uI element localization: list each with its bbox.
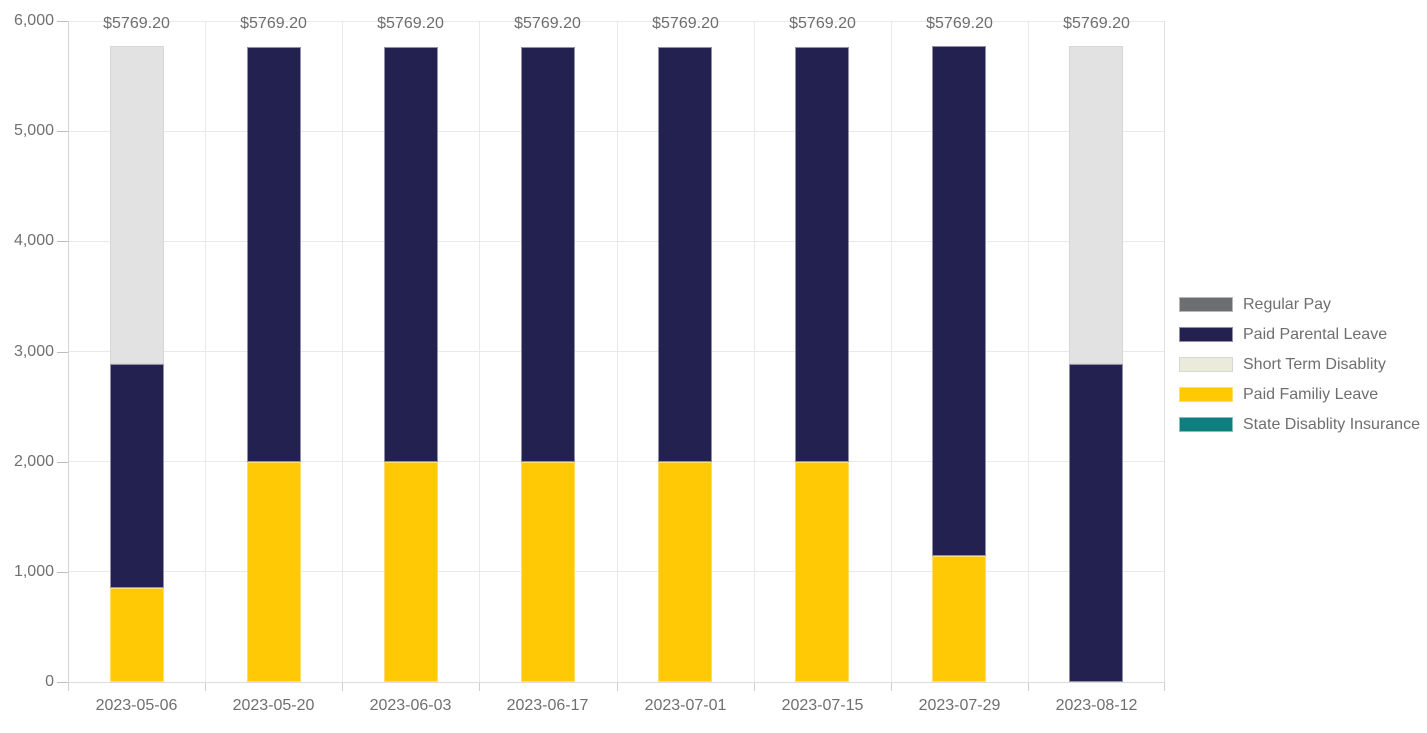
bar-total-label: $5769.20 bbox=[240, 15, 307, 32]
bar-segment-paid-parental-leave[interactable] bbox=[384, 47, 438, 462]
x-axis-category-label: 2023-06-17 bbox=[506, 697, 589, 714]
stacked-bar-2023-06-17[interactable] bbox=[521, 47, 575, 682]
bar-total-label: $5769.20 bbox=[926, 15, 993, 32]
bar-total-label: $5769.20 bbox=[377, 15, 444, 32]
y-axis-tick-label: 4,000 bbox=[13, 232, 54, 250]
category-separator-line bbox=[891, 21, 892, 682]
legend-item-regular-pay[interactable]: Regular Pay bbox=[1179, 296, 1420, 313]
legend-label: Short Term Disablity bbox=[1243, 356, 1386, 373]
category-separator-line bbox=[1164, 21, 1165, 682]
stacked-bar-2023-05-06[interactable] bbox=[110, 46, 164, 682]
y-tick-mark bbox=[57, 461, 68, 463]
x-axis-category-label: 2023-07-15 bbox=[781, 697, 864, 714]
x-axis-category-label: 2023-08-12 bbox=[1055, 697, 1138, 714]
legend-item-short-term-disablity[interactable]: Short Term Disablity bbox=[1179, 356, 1420, 373]
legend-swatch-state-disablity-insurance bbox=[1179, 417, 1233, 432]
y-axis-tick-label: 5,000 bbox=[13, 122, 54, 140]
bar-segment-paid-parental-leave[interactable] bbox=[932, 46, 986, 556]
y-axis-tick-label: 2,000 bbox=[13, 452, 54, 470]
bar-segment-short-term-disablity[interactable] bbox=[110, 46, 164, 364]
bar-segment-short-term-disablity[interactable] bbox=[1069, 46, 1123, 364]
y-tick-mark bbox=[57, 351, 68, 353]
category-separator-line bbox=[205, 21, 206, 682]
y-tick-mark bbox=[57, 21, 68, 22]
bar-total-label: $5769.20 bbox=[1063, 15, 1130, 32]
legend-item-paid-familiy-leave[interactable]: Paid Familiy Leave bbox=[1179, 386, 1420, 403]
legend-swatch-short-term-disablity bbox=[1179, 357, 1233, 372]
stacked-bar-2023-07-01[interactable] bbox=[658, 47, 712, 682]
y-tick-mark bbox=[57, 241, 68, 243]
x-axis-category-label: 2023-05-06 bbox=[95, 697, 178, 714]
y-gridline bbox=[68, 240, 1165, 242]
x-tick-mark bbox=[205, 682, 206, 691]
x-axis-line bbox=[68, 682, 1165, 683]
bar-segment-paid-parental-leave[interactable] bbox=[247, 47, 301, 462]
legend-label: Paid Parental Leave bbox=[1243, 326, 1388, 343]
x-tick-mark bbox=[617, 682, 618, 691]
y-tick-mark bbox=[57, 571, 68, 573]
bar-segment-paid-familiy-leave[interactable] bbox=[795, 462, 849, 682]
category-separator-line bbox=[1028, 21, 1029, 682]
y-gridline bbox=[68, 461, 1165, 463]
legend-swatch-paid-familiy-leave bbox=[1179, 387, 1233, 402]
y-axis-tick-label: 1,000 bbox=[13, 562, 54, 580]
bar-total-label: $5769.20 bbox=[652, 15, 719, 32]
x-tick-mark bbox=[342, 682, 343, 691]
bar-segment-paid-familiy-leave[interactable] bbox=[932, 556, 986, 682]
x-tick-mark bbox=[479, 682, 480, 691]
bar-segment-paid-familiy-leave[interactable] bbox=[658, 462, 712, 682]
legend-label: State Disablity Insurance bbox=[1243, 416, 1420, 433]
bar-total-label: $5769.20 bbox=[514, 15, 581, 32]
bar-segment-paid-parental-leave[interactable] bbox=[1069, 364, 1123, 682]
y-tick-mark bbox=[57, 131, 68, 133]
bar-segment-paid-parental-leave[interactable] bbox=[795, 47, 849, 462]
legend-item-state-disablity-insurance[interactable]: State Disablity Insurance bbox=[1179, 416, 1420, 433]
bar-total-label: $5769.20 bbox=[789, 15, 856, 32]
bar-segment-paid-parental-leave[interactable] bbox=[521, 47, 575, 462]
bar-segment-paid-familiy-leave[interactable] bbox=[521, 462, 575, 682]
y-gridline bbox=[68, 351, 1165, 352]
stacked-bar-2023-07-29[interactable] bbox=[932, 46, 986, 682]
category-separator-line bbox=[479, 21, 480, 682]
x-tick-mark bbox=[891, 682, 892, 691]
category-separator-line bbox=[342, 21, 343, 682]
legend-swatch-paid-parental-leave bbox=[1179, 327, 1233, 342]
stacked-bar-2023-08-12[interactable] bbox=[1069, 46, 1123, 682]
category-separator-line bbox=[754, 21, 755, 682]
x-axis-category-label: 2023-06-03 bbox=[369, 697, 452, 714]
bar-segment-paid-familiy-leave[interactable] bbox=[110, 588, 164, 682]
x-tick-mark bbox=[1164, 682, 1165, 691]
bar-segment-paid-parental-leave[interactable] bbox=[110, 364, 164, 588]
y-gridline bbox=[68, 130, 1165, 132]
bar-total-label: $5769.20 bbox=[103, 15, 170, 32]
y-gridline bbox=[68, 20, 1165, 22]
category-separator-line bbox=[68, 21, 69, 682]
x-tick-mark bbox=[1028, 682, 1029, 691]
x-tick-mark bbox=[68, 682, 69, 691]
y-axis-tick-label: 0 bbox=[45, 673, 54, 690]
stacked-bar-2023-06-03[interactable] bbox=[384, 47, 438, 682]
bar-segment-paid-familiy-leave[interactable] bbox=[247, 462, 301, 682]
stacked-bar-2023-07-15[interactable] bbox=[795, 47, 849, 682]
y-gridline bbox=[68, 571, 1165, 573]
x-axis-category-label: 2023-07-29 bbox=[918, 697, 1001, 714]
plot-area bbox=[68, 20, 1165, 683]
legend-label: Paid Familiy Leave bbox=[1243, 386, 1379, 403]
stacked-bar-2023-05-20[interactable] bbox=[247, 47, 301, 682]
legend-swatch-regular-pay bbox=[1179, 297, 1233, 312]
category-separator-line bbox=[617, 21, 618, 682]
y-axis-tick-label: 3,000 bbox=[13, 342, 54, 360]
y-tick-mark bbox=[57, 682, 68, 683]
legend-item-paid-parental-leave[interactable]: Paid Parental Leave bbox=[1179, 326, 1420, 343]
legend-label: Regular Pay bbox=[1243, 296, 1332, 313]
bar-segment-paid-parental-leave[interactable] bbox=[658, 47, 712, 462]
x-tick-mark bbox=[754, 682, 755, 691]
x-axis-category-label: 2023-05-20 bbox=[232, 697, 315, 714]
x-axis-category-label: 2023-07-01 bbox=[644, 697, 727, 714]
bar-segment-paid-familiy-leave[interactable] bbox=[384, 462, 438, 682]
legend: Regular Pay Paid Parental Leave Short Term… bbox=[1179, 297, 1420, 447]
y-axis-tick-label: 6,000 bbox=[13, 12, 54, 29]
